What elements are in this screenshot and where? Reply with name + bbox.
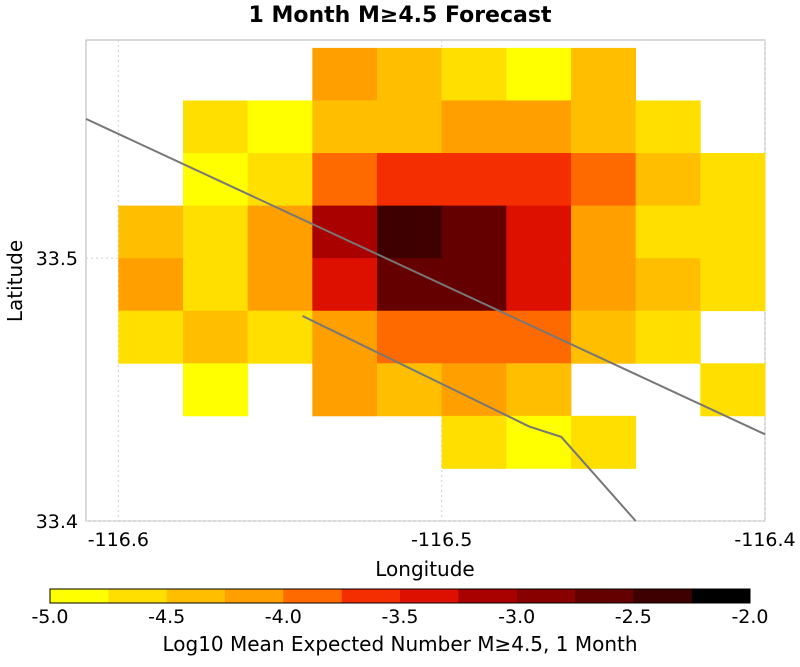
heatmap-cell	[118, 310, 184, 364]
heatmap-cell	[506, 415, 572, 469]
heatmap-cell	[118, 258, 184, 312]
colorbar-segment	[633, 589, 692, 603]
heatmap-cell	[441, 47, 507, 101]
heatmap-cell	[247, 153, 313, 206]
heatmap-cell	[506, 47, 572, 101]
y-tick-label: 33.5	[36, 248, 78, 270]
heatmap-cell	[441, 415, 507, 469]
heatmap-cell	[441, 100, 507, 154]
colorbar-tick-label: -2.5	[615, 606, 652, 628]
x-tick-label: -116.4	[734, 529, 795, 551]
heatmap-cell	[312, 153, 378, 206]
heatmap-cell	[377, 363, 443, 417]
heatmap-cell	[441, 258, 507, 312]
heatmap-cell	[247, 100, 313, 154]
y-axis-label: Latitude	[3, 240, 27, 322]
x-tick-label: -116.6	[88, 529, 149, 551]
heatmap-cell	[700, 205, 766, 259]
x-tick-label: -116.5	[411, 529, 472, 551]
colorbar-segment	[283, 589, 342, 603]
heatmap-cell	[247, 258, 313, 312]
colorbar-tick-label: -4.0	[265, 606, 302, 628]
heatmap-cell	[118, 205, 184, 259]
chart-title: 1 Month M≥4.5 Forecast	[249, 3, 552, 28]
colorbar-tick-label: -3.5	[381, 606, 418, 628]
fault-traces	[85, 117, 766, 522]
heatmap-cell	[571, 258, 637, 312]
colorbar-frame	[49, 588, 751, 604]
heatmap-cell	[312, 47, 378, 101]
fault-trace-line	[302, 315, 637, 522]
colorbar-segment	[108, 589, 167, 603]
heatmap-cell	[700, 258, 766, 312]
y-tick-labels: 33.5 33.4	[36, 248, 78, 533]
heatmap-cell	[183, 363, 249, 417]
heatmap-cells	[118, 47, 766, 469]
x-tick-labels: -116.6 -116.5 -116.4	[88, 529, 796, 551]
heatmap-cell	[183, 258, 249, 312]
heatmap-cell	[441, 363, 507, 417]
heatmap-cell	[377, 310, 443, 364]
colorbar-tick-label: -3.0	[498, 606, 535, 628]
colorbar-segment	[400, 589, 459, 603]
heatmap-cell	[571, 47, 637, 101]
heatmap-cell	[571, 205, 637, 259]
y-tick-label: 33.4	[36, 511, 78, 533]
heatmap-cell	[312, 258, 378, 312]
colorbar-segment	[50, 589, 109, 603]
heatmap-cell	[377, 100, 443, 154]
heatmap-cell	[571, 415, 637, 469]
heatmap-cell	[635, 310, 701, 364]
heatmap-cell	[247, 310, 313, 364]
heatmap-cell	[635, 258, 701, 312]
colorbar-segment	[458, 589, 517, 603]
heatmap-cell	[506, 363, 572, 417]
colorbar-label: Log10 Mean Expected Number M≥4.5, 1 Mont…	[162, 632, 637, 656]
heatmap-cell	[183, 205, 249, 259]
fault-trace-line	[85, 117, 766, 436]
heatmap-cell	[571, 100, 637, 154]
colorbar-segment	[691, 589, 751, 603]
colorbar-segment	[341, 589, 401, 603]
heatmap-cell	[571, 310, 637, 364]
heatmap-cell	[247, 205, 313, 259]
heatmap-cell	[506, 100, 572, 154]
heatmap-cell	[312, 363, 378, 417]
heatmap-cell	[635, 100, 701, 154]
heatmap-cell	[441, 205, 507, 259]
heatmap-cell	[377, 153, 443, 206]
colorbar-tick-label: -4.5	[148, 606, 185, 628]
heatmap-cell	[183, 100, 249, 154]
heatmap-cell	[506, 205, 572, 259]
heatmap-cell	[506, 258, 572, 312]
heatmap-cell	[377, 258, 443, 312]
colorbar-tick-label: -2.0	[731, 606, 768, 628]
colorbar-segment	[575, 589, 634, 603]
heatmap-cell	[700, 153, 766, 206]
colorbar	[49, 588, 751, 604]
heatmap-cell	[441, 310, 507, 364]
heatmap-cell	[312, 100, 378, 154]
heatmap-cell	[506, 153, 572, 206]
colorbar-segment	[225, 589, 284, 603]
colorbar-tick-label: -5.0	[31, 606, 68, 628]
heatmap-cell	[377, 47, 443, 101]
heatmap-cell	[635, 205, 701, 259]
heatmap-cell	[571, 153, 637, 206]
heatmap-cell	[441, 153, 507, 206]
heatmap-cell	[635, 153, 701, 206]
heatmap-cell	[377, 205, 443, 259]
colorbar-segment	[516, 589, 576, 603]
x-axis-label: Longitude	[375, 557, 474, 581]
colorbar-segment	[166, 589, 226, 603]
colorbar-tick-labels: -5.0 -4.5 -4.0 -3.5 -3.0 -2.5 -2.0	[31, 606, 768, 628]
heatmap-cell	[183, 310, 249, 364]
heatmap-cell	[700, 363, 766, 417]
